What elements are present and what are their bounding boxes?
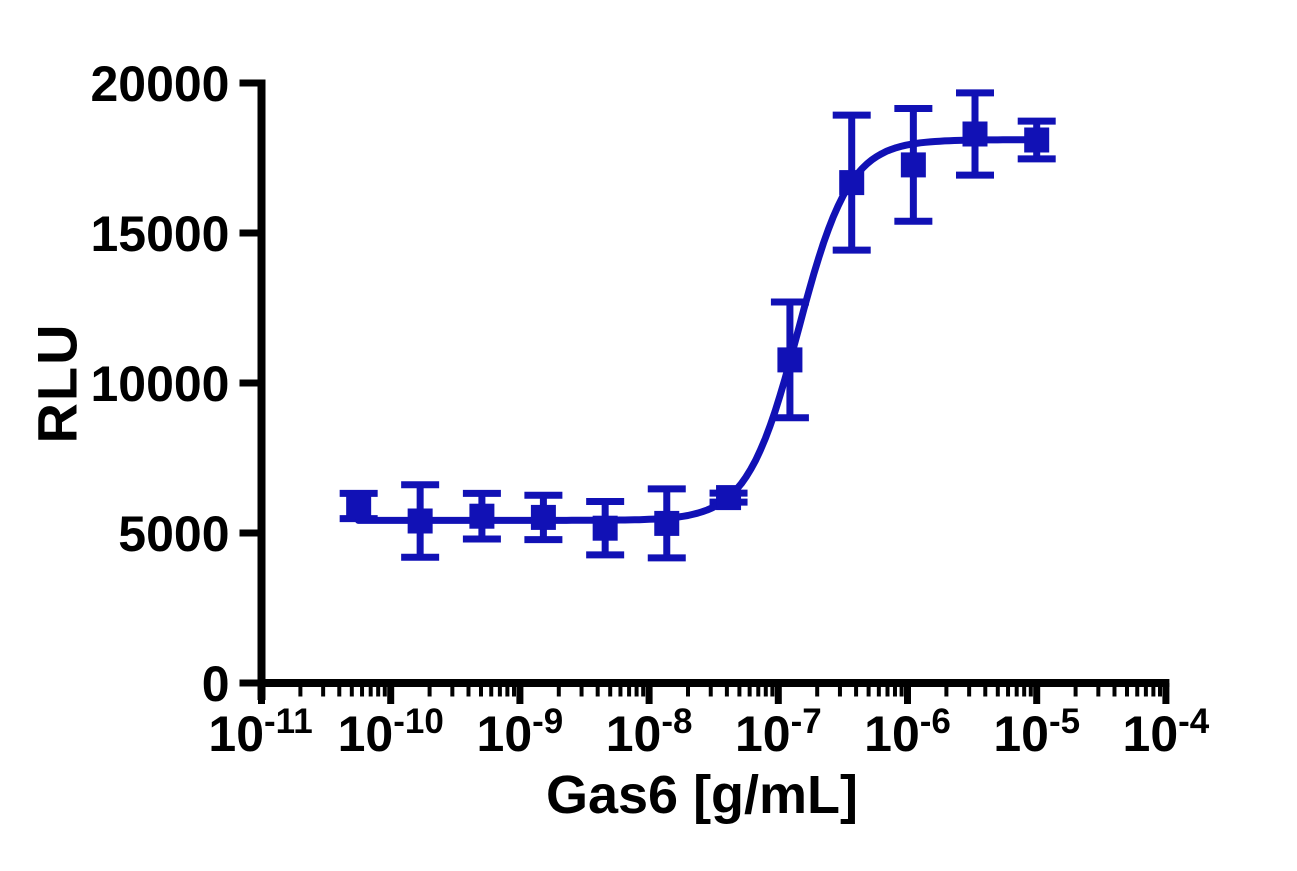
x-tick-label: 10-4	[1123, 702, 1210, 762]
y-axis-title: RLU	[25, 322, 89, 444]
data-point-marker	[407, 508, 433, 534]
x-tick-label: 10-7	[735, 702, 822, 762]
y-tick-label: 15000	[90, 206, 229, 262]
data-point-marker	[900, 152, 926, 178]
y-tick-label: 20000	[90, 56, 229, 112]
x-tick-label: 10-11	[208, 702, 312, 762]
data-point-marker	[962, 121, 988, 147]
x-tick-label: 10-10	[338, 702, 444, 762]
data-point-marker	[716, 485, 742, 511]
x-tick-label: 10-5	[993, 702, 1080, 762]
data-point-marker	[777, 347, 803, 373]
x-axis-title: Gas6 [g/mL]	[545, 765, 859, 825]
x-tick-label: 10-6	[864, 702, 951, 762]
x-tick-label: 10-8	[606, 702, 693, 762]
y-tick-label: 10000	[90, 356, 229, 412]
y-tick-label: 5000	[118, 506, 229, 562]
fit-curve	[354, 136, 1041, 524]
data-point-marker	[654, 510, 680, 536]
x-tick-label: 10-9	[477, 702, 564, 762]
data-point-marker	[1024, 127, 1050, 153]
data-point-marker	[346, 493, 372, 519]
data-point-marker	[839, 170, 865, 196]
data-point-marker	[469, 503, 495, 529]
y-tick-label: 0	[202, 656, 230, 712]
data-point-marker	[530, 504, 556, 530]
data-point-marker	[592, 515, 618, 541]
